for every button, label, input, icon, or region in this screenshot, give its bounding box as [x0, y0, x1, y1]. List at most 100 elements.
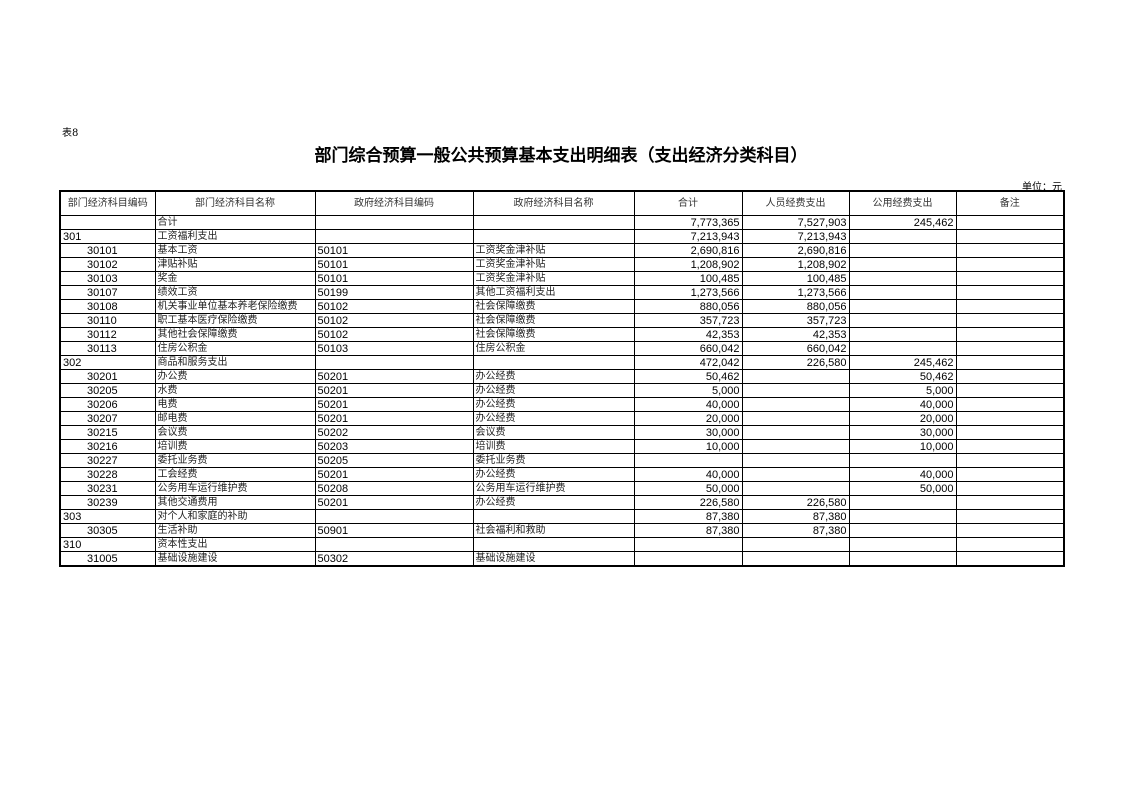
table-row: 合计 7,773,365 7,527,903 245,462	[59, 215, 1065, 230]
header-public: 公用经费支出	[848, 190, 957, 216]
gov-code-cell: 50205	[314, 453, 474, 468]
public-cell	[848, 229, 957, 244]
table-row: 30201 办公费 50201 办公经费 50,462 50,462	[59, 369, 1065, 384]
code-cell: 30228	[59, 467, 156, 482]
gov-name-cell: 工资奖金津补贴	[472, 257, 635, 272]
total-cell: 5,000	[633, 383, 743, 398]
table-row: 30305 生活补助 50901 社会福利和救助 87,380 87,380	[59, 523, 1065, 538]
personnel-cell	[741, 537, 850, 552]
table-row: 30231 公务用车运行维护费 50208 公务用车运行维护费 50,000 50,000	[59, 481, 1065, 496]
gov-name-cell: 培训费	[472, 439, 635, 454]
name-cell: 水费	[154, 383, 316, 398]
name-cell: 基本工资	[154, 243, 316, 258]
gov-code-cell: 50901	[314, 523, 474, 538]
gov-name-cell: 公务用车运行维护费	[472, 481, 635, 496]
gov-code-cell: 50201	[314, 495, 474, 510]
note-cell	[955, 411, 1065, 426]
note-cell	[955, 341, 1065, 356]
total-cell: 42,353	[633, 327, 743, 342]
gov-name-cell: 会议费	[472, 425, 635, 440]
table-row: 30108 机关事业单位基本养老保险缴费 50102 社会保障缴费 880,056 880…	[59, 299, 1065, 314]
header-total: 合计	[633, 190, 743, 216]
public-cell	[848, 495, 957, 510]
gov-code-cell: 50201	[314, 411, 474, 426]
header-row: 部门经济科目编码 部门经济科目名称 政府经济科目编码 政府经济科目名称 合计 人…	[59, 190, 1065, 216]
code-cell	[59, 215, 156, 230]
name-cell: 绩效工资	[154, 285, 316, 300]
personnel-cell	[741, 439, 850, 454]
note-cell	[955, 523, 1065, 538]
note-cell	[955, 369, 1065, 384]
total-cell	[633, 453, 743, 468]
personnel-cell	[741, 425, 850, 440]
header-gov-name: 政府经济科目名称	[472, 190, 635, 216]
public-cell: 50,000	[848, 481, 957, 496]
personnel-cell: 660,042	[741, 341, 850, 356]
total-cell: 7,213,943	[633, 229, 743, 244]
code-cell: 31005	[59, 551, 156, 567]
public-cell	[848, 341, 957, 356]
total-cell: 40,000	[633, 467, 743, 482]
gov-code-cell: 50201	[314, 397, 474, 412]
total-cell: 50,000	[633, 481, 743, 496]
name-cell: 基础设施建设	[154, 551, 316, 567]
table-row: 30239 其他交通费用 50201 办公经费 226,580 226,580	[59, 495, 1065, 510]
gov-name-cell	[472, 215, 635, 230]
total-cell: 660,042	[633, 341, 743, 356]
total-cell	[633, 537, 743, 552]
code-cell: 30205	[59, 383, 156, 398]
table-row: 30102 津贴补贴 50101 工资奖金津补贴 1,208,902 1,208,902	[59, 257, 1065, 272]
personnel-cell: 87,380	[741, 523, 850, 538]
gov-code-cell: 50102	[314, 327, 474, 342]
note-cell	[955, 537, 1065, 552]
gov-code-cell	[314, 509, 474, 524]
code-cell: 30110	[59, 313, 156, 328]
gov-name-cell: 基础设施建设	[472, 551, 635, 567]
public-cell	[848, 537, 957, 552]
public-cell	[848, 523, 957, 538]
table-row: 30113 住房公积金 50103 住房公积金 660,042 660,042	[59, 341, 1065, 356]
gov-name-cell: 社会福利和救助	[472, 523, 635, 538]
gov-name-cell: 工资奖金津补贴	[472, 243, 635, 258]
table-row: 30101 基本工资 50101 工资奖金津补贴 2,690,816 2,690,816	[59, 243, 1065, 258]
name-cell: 会议费	[154, 425, 316, 440]
personnel-cell	[741, 453, 850, 468]
total-cell	[633, 551, 743, 567]
note-cell	[955, 243, 1065, 258]
total-cell: 20,000	[633, 411, 743, 426]
code-cell: 303	[59, 509, 156, 524]
table-row: 31005 基础设施建设 50302 基础设施建设	[59, 551, 1065, 567]
personnel-cell: 226,580	[741, 495, 850, 510]
note-cell	[955, 551, 1065, 567]
gov-code-cell: 50201	[314, 467, 474, 482]
gov-name-cell: 社会保障缴费	[472, 313, 635, 328]
note-cell	[955, 495, 1065, 510]
gov-name-cell	[472, 355, 635, 370]
gov-code-cell: 50208	[314, 481, 474, 496]
name-cell: 其他交通费用	[154, 495, 316, 510]
name-cell: 其他社会保障缴费	[154, 327, 316, 342]
note-cell	[955, 285, 1065, 300]
gov-code-cell: 50101	[314, 271, 474, 286]
gov-code-cell: 50201	[314, 369, 474, 384]
name-cell: 资本性支出	[154, 537, 316, 552]
gov-code-cell: 50102	[314, 299, 474, 314]
gov-code-cell: 50103	[314, 341, 474, 356]
code-cell: 30102	[59, 257, 156, 272]
gov-name-cell: 社会保障缴费	[472, 327, 635, 342]
personnel-cell: 7,527,903	[741, 215, 850, 230]
total-cell: 472,042	[633, 355, 743, 370]
gov-code-cell	[314, 537, 474, 552]
total-cell: 7,773,365	[633, 215, 743, 230]
personnel-cell: 7,213,943	[741, 229, 850, 244]
page-title: 部门综合预算一般公共预算基本支出明细表（支出经济分类科目）	[314, 146, 808, 166]
gov-code-cell: 50101	[314, 243, 474, 258]
total-cell: 357,723	[633, 313, 743, 328]
personnel-cell	[741, 397, 850, 412]
table-row: 302 商品和服务支出 472,042 226,580 245,462	[59, 355, 1065, 370]
code-cell: 30201	[59, 369, 156, 384]
name-cell: 工资福利支出	[154, 229, 316, 244]
gov-code-cell: 50102	[314, 313, 474, 328]
public-cell: 40,000	[848, 467, 957, 482]
public-cell: 245,462	[848, 355, 957, 370]
